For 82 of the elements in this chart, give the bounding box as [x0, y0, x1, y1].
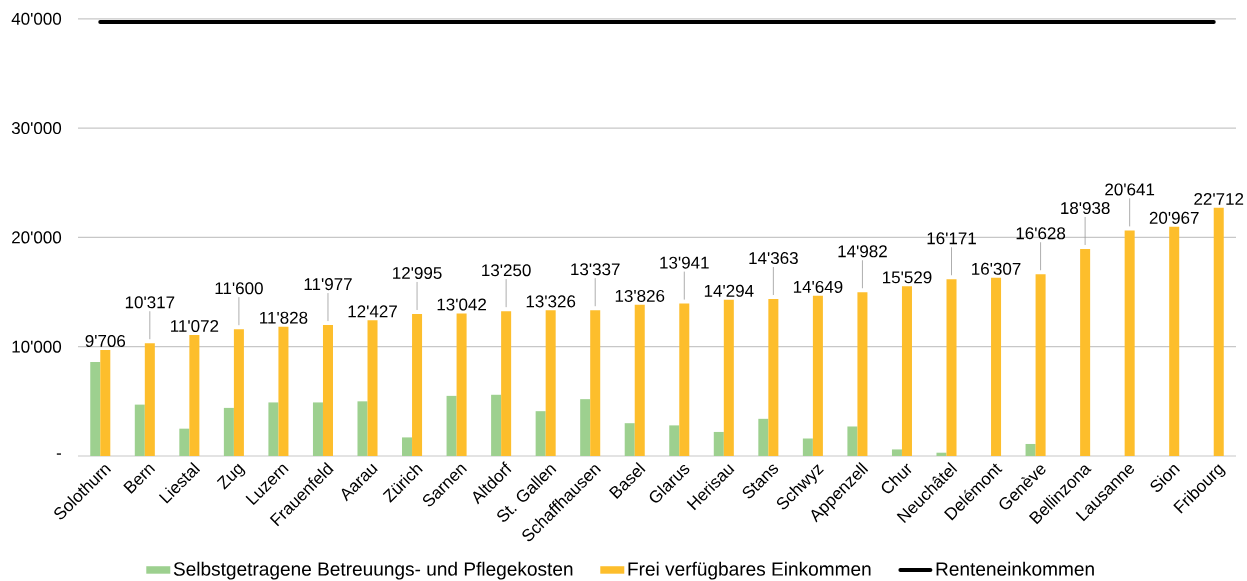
bar [278, 326, 289, 456]
bar [90, 361, 101, 456]
y-tick-label: - [56, 453, 61, 455]
bar [402, 437, 413, 456]
bar [1035, 274, 1046, 456]
data-label: 16'171 [927, 232, 976, 245]
data-label: 14'982 [838, 245, 887, 258]
bar [991, 277, 1002, 456]
bar [758, 418, 769, 456]
bar [312, 402, 323, 456]
bar [723, 299, 734, 456]
data-label: 14'649 [793, 280, 843, 293]
bar [501, 311, 512, 456]
legend-label: Frei verfügbares Einkommen [628, 561, 871, 580]
data-label: 14'363 [749, 252, 798, 265]
data-label: 10'317 [125, 296, 175, 309]
bar [669, 425, 680, 456]
bar [322, 325, 333, 456]
bar [812, 295, 823, 456]
bar [357, 401, 368, 456]
bar [233, 329, 244, 456]
bar [679, 303, 690, 456]
bar [446, 395, 457, 456]
legend-label: Selbstgetragene Betreuungs- und Pflegekosten [173, 561, 573, 580]
legend-label: Renteneinkommen [936, 561, 1094, 576]
bar [223, 407, 234, 456]
data-label: 11'600 [215, 282, 263, 295]
bar [189, 334, 200, 456]
bar [713, 431, 724, 456]
bar [412, 313, 423, 456]
bar [936, 452, 947, 456]
bar [268, 402, 279, 456]
bar [456, 313, 467, 456]
data-label: 15'529 [883, 271, 932, 284]
bar [857, 292, 868, 456]
data-label: 20'967 [1149, 211, 1199, 224]
bar [1025, 443, 1036, 456]
data-label: 13'337 [571, 263, 620, 276]
data-label: 16'307 [972, 262, 1021, 275]
data-label: 22'712 [1194, 192, 1244, 205]
data-label: 11'072 [171, 320, 219, 333]
bar [634, 304, 645, 456]
bar [1080, 249, 1091, 456]
bar [802, 438, 813, 456]
data-label: 18'938 [1061, 202, 1110, 215]
data-label: 13'326 [526, 295, 576, 308]
y-tick-label: 20'000 [12, 231, 62, 244]
bar [946, 279, 957, 456]
data-label: 12'995 [393, 266, 442, 280]
bar [491, 394, 502, 456]
data-label: 11'828 [260, 311, 308, 324]
data-label: 14'294 [704, 284, 754, 297]
bar [891, 449, 902, 456]
bar [535, 411, 546, 456]
bar [545, 310, 556, 456]
bar [144, 343, 155, 456]
bar [134, 404, 145, 456]
bar [1213, 207, 1224, 456]
data-label: 20'641 [1105, 183, 1155, 196]
bar [1169, 226, 1180, 456]
y-tick-label: 40'000 [11, 12, 62, 25]
data-label: 12'427 [348, 305, 397, 318]
data-label: 11'977 [304, 278, 352, 291]
y-tick-label: 10'000 [12, 340, 62, 353]
data-label: 13'826 [615, 289, 665, 302]
bar [580, 399, 591, 456]
bar [100, 349, 111, 456]
data-label: 13'042 [437, 298, 486, 311]
bar [367, 320, 378, 456]
data-label: 13'250 [482, 264, 531, 277]
x-tick-label: Zug [216, 463, 246, 490]
bar [624, 423, 635, 456]
bar [901, 286, 912, 456]
data-label: 9'706 [85, 334, 126, 347]
bar [768, 299, 779, 456]
bar [590, 310, 601, 456]
y-tick-label: 30'000 [11, 122, 62, 135]
bar [1124, 230, 1135, 456]
data-label: 13'941 [660, 256, 709, 269]
bar [179, 428, 190, 456]
bar [847, 426, 858, 456]
data-label: 16'628 [1016, 227, 1066, 240]
